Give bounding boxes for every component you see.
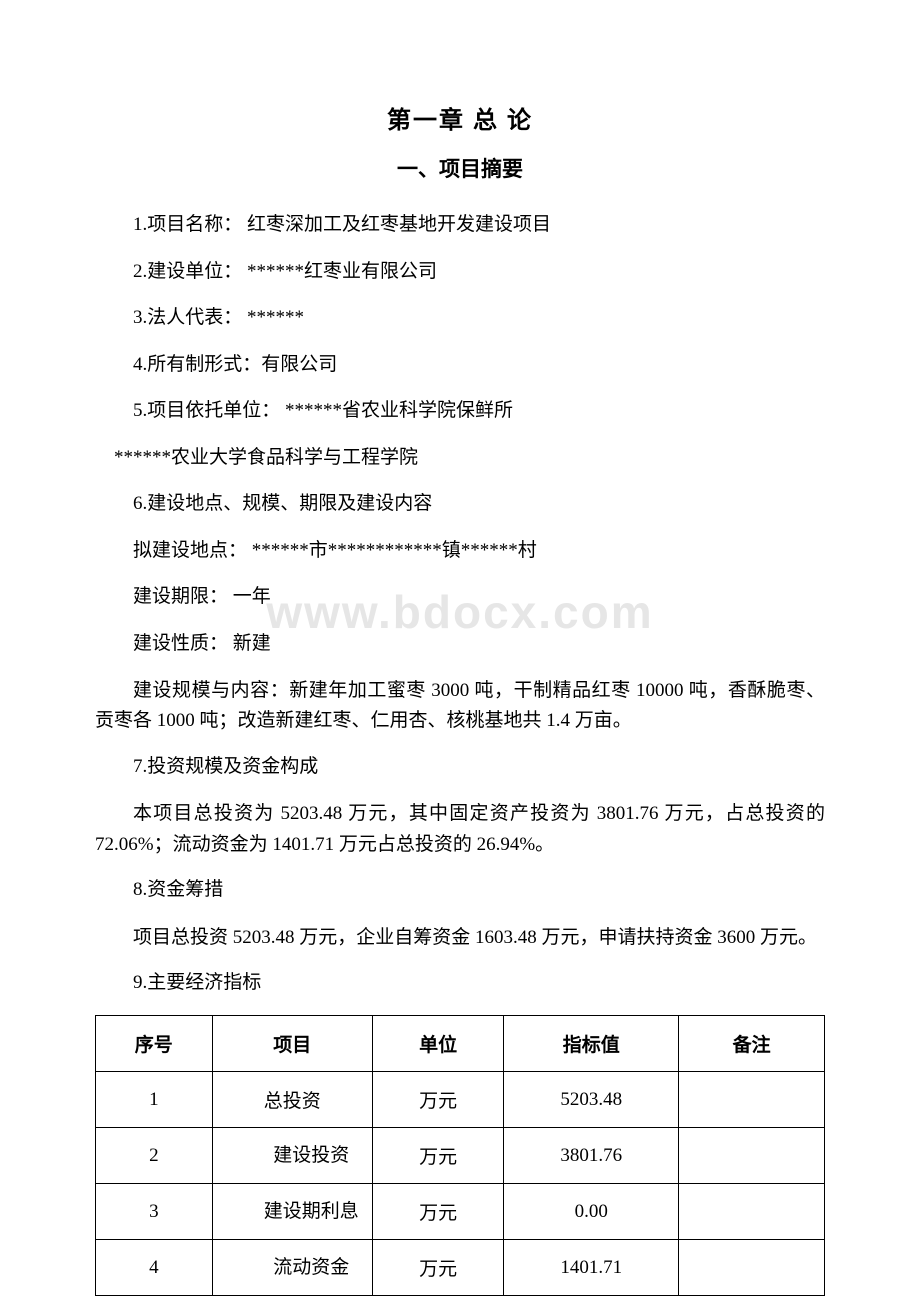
line-econ-header: 9.主要经济指标 <box>95 969 825 998</box>
th-val: 指标值 <box>504 1016 679 1072</box>
line-supporting-unit: 5.项目依托单位： ******省农业科学院保鲜所 <box>95 397 825 426</box>
para-scale-content: 建设规模与内容：新建年加工蜜枣 3000 吨，干制精品红枣 10000 吨，香酥… <box>95 676 825 737</box>
cell-val: 0.00 <box>504 1184 679 1240</box>
table-header-row: 序号 项目 单位 指标值 备注 <box>96 1016 825 1072</box>
para-funding-detail: 项目总投资 5203.48 万元，企业自筹资金 1603.48 万元，申请扶持资… <box>95 923 825 953</box>
cell-note <box>679 1128 825 1184</box>
cell-seq: 1 <box>96 1072 213 1128</box>
line-supporting-unit-2: ******农业大学食品科学与工程学院 <box>95 444 825 473</box>
table-row: 3建设期利息万元0.00 <box>96 1184 825 1240</box>
cell-item: 总投资 <box>212 1072 372 1128</box>
th-unit: 单位 <box>373 1016 504 1072</box>
line-period: 建设期限： 一年 <box>95 583 825 612</box>
cell-seq: 3 <box>96 1184 213 1240</box>
cell-unit: 万元 <box>373 1072 504 1128</box>
line-legal-rep: 3.法人代表： ****** <box>95 304 825 333</box>
cell-val: 5203.48 <box>504 1072 679 1128</box>
chapter-title: 第一章 总 论 <box>95 100 825 135</box>
th-seq: 序号 <box>96 1016 213 1072</box>
para-funding-text: 项目总投资 5203.48 万元，企业自筹资金 1603.48 万元，申请扶持资… <box>95 923 825 953</box>
table-row: 4流动资金万元1401.71 <box>96 1240 825 1296</box>
line-nature: 建设性质： 新建 <box>95 630 825 659</box>
cell-item: 流动资金 <box>212 1240 372 1296</box>
cell-unit: 万元 <box>373 1184 504 1240</box>
table-row: 2建设投资万元3801.76 <box>96 1128 825 1184</box>
cell-note <box>679 1184 825 1240</box>
para-investment-detail: 本项目总投资为 5203.48 万元，其中固定资产投资为 3801.76 万元，… <box>95 799 825 860</box>
line-location: 拟建设地点： ******市************镇******村 <box>95 537 825 566</box>
cell-unit: 万元 <box>373 1240 504 1296</box>
cell-note <box>679 1072 825 1128</box>
line-project-name: 1.项目名称： 红枣深加工及红枣基地开发建设项目 <box>95 211 825 240</box>
line-ownership: 4.所有制形式：有限公司 <box>95 351 825 380</box>
para-scale-text: 建设规模与内容：新建年加工蜜枣 3000 吨，干制精品红枣 10000 吨，香酥… <box>95 676 825 737</box>
cell-val: 1401.71 <box>504 1240 679 1296</box>
cell-seq: 4 <box>96 1240 213 1296</box>
line-investment-header: 7.投资规模及资金构成 <box>95 753 825 782</box>
line-funding-header: 8.资金筹措 <box>95 876 825 905</box>
cell-item: 建设期利息 <box>212 1184 372 1240</box>
cell-note <box>679 1240 825 1296</box>
table-row: 1总投资万元5203.48 <box>96 1072 825 1128</box>
economic-indicators-table: 序号 项目 单位 指标值 备注 1总投资万元5203.482建设投资万元3801… <box>95 1015 825 1296</box>
cell-unit: 万元 <box>373 1128 504 1184</box>
line-construction-unit: 2.建设单位： ******红枣业有限公司 <box>95 258 825 287</box>
cell-seq: 2 <box>96 1128 213 1184</box>
cell-val: 3801.76 <box>504 1128 679 1184</box>
document-body: 第一章 总 论 一、项目摘要 1.项目名称： 红枣深加工及红枣基地开发建设项目 … <box>95 100 825 1296</box>
section-title: 一、项目摘要 <box>95 153 825 183</box>
para-investment-text: 本项目总投资为 5203.48 万元，其中固定资产投资为 3801.76 万元，… <box>95 799 825 860</box>
th-note: 备注 <box>679 1016 825 1072</box>
th-item: 项目 <box>212 1016 372 1072</box>
line-construction-header: 6.建设地点、规模、期限及建设内容 <box>95 490 825 519</box>
cell-item: 建设投资 <box>212 1128 372 1184</box>
